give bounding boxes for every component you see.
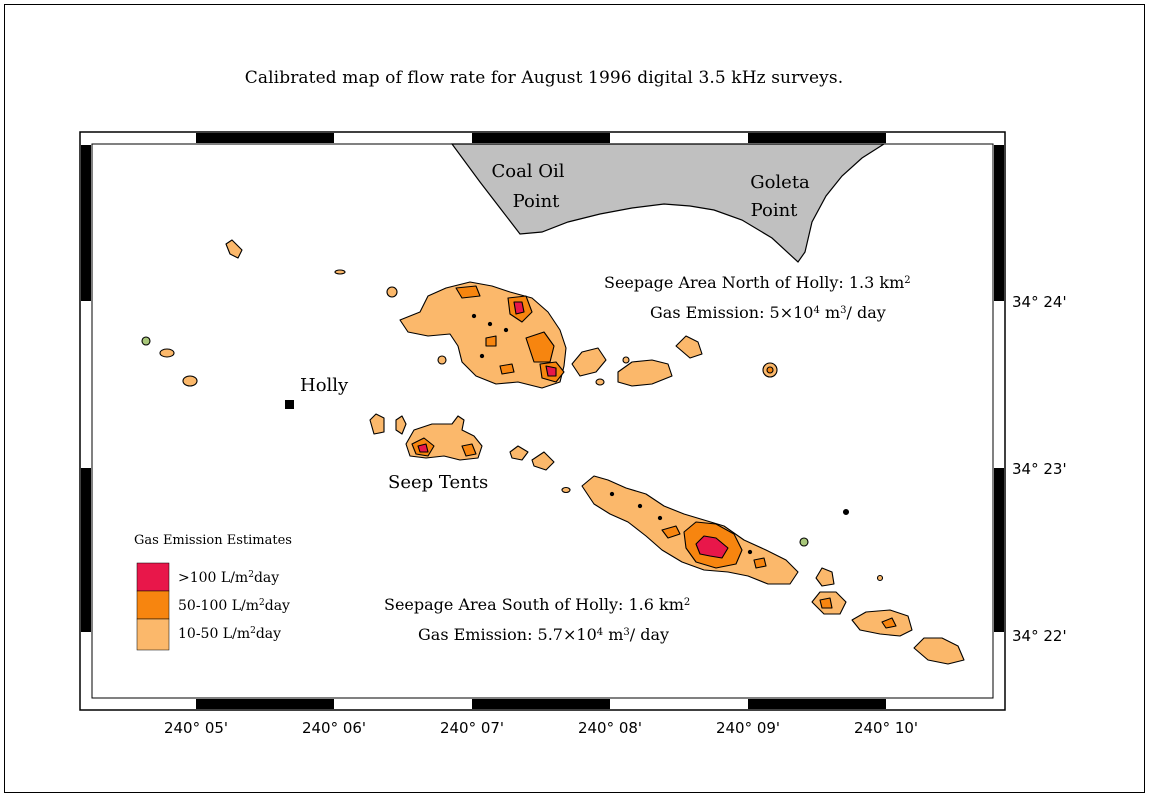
- y-tick-label: 34° 22': [1012, 627, 1067, 645]
- legend: Gas Emission Estimates >100 L/m2day 50-1…: [134, 533, 292, 651]
- north-emission-suffix: / day: [847, 303, 886, 322]
- coal-oil-point-label-line1: Coal Oil: [491, 161, 564, 182]
- holly-platform-marker: [285, 400, 294, 409]
- x-tick-label: 240° 08': [578, 719, 642, 737]
- top-scale-bar: [196, 133, 886, 143]
- legend-label-low: 10-50 L/m2day: [178, 626, 281, 642]
- north-emission-text: Gas Emission: 5×10: [650, 303, 813, 322]
- map-border: [79, 131, 1006, 711]
- figure-title: Calibrated map of flow rate for August 1…: [244, 68, 844, 88]
- north-seep-cluster: [141, 239, 778, 389]
- x-tick-label: 240° 10': [854, 719, 918, 737]
- north-area-exponent: 2: [904, 275, 910, 286]
- right-scale-bar: [994, 145, 1004, 632]
- south-emission-exp1: 4: [597, 627, 603, 638]
- goleta-point-label-line2: Point: [751, 200, 799, 221]
- legend-title: Gas Emission Estimates: [134, 533, 292, 548]
- figure-frame: [4, 4, 1145, 793]
- south-area-exponent: 2: [684, 597, 690, 608]
- south-seep-cluster: [581, 475, 965, 665]
- south-emission-suffix: / day: [630, 625, 669, 644]
- goleta-point-label-line1: Goleta: [750, 172, 810, 193]
- seep-tents-label: Seep Tents: [388, 472, 488, 493]
- south-area-text: Seepage Area South of Holly: 1.6 km: [384, 595, 684, 614]
- x-tick-label: 240° 05': [164, 719, 228, 737]
- seep-tents-cluster: [369, 413, 571, 494]
- coal-oil-point-label-line2: Point: [513, 191, 561, 212]
- legend-label-high: >100 L/m2day: [178, 570, 279, 586]
- south-emission-text: Gas Emission: 5.7×10: [418, 625, 597, 644]
- y-axis-ticks: 34° 24' 34° 23' 34° 22': [1012, 293, 1067, 645]
- north-emission-unit: m: [820, 303, 840, 322]
- legend-swatch-mid: [136, 590, 170, 620]
- legend-label-mid: 50-100 L/m2day: [178, 598, 290, 614]
- legend-swatch-low: [136, 618, 170, 651]
- left-scale-bar: [81, 145, 91, 632]
- x-tick-label: 240° 07': [440, 719, 504, 737]
- south-emission-unit: m: [603, 625, 623, 644]
- north-emission-exp1: 4: [813, 305, 819, 316]
- coastline-land: [450, 143, 887, 263]
- north-area-text: Seepage Area North of Holly: 1.3 km: [604, 273, 904, 292]
- south-emission-exp2: 3: [623, 627, 629, 638]
- north-emission-exp2: 3: [840, 305, 846, 316]
- holly-label: Holly: [300, 375, 349, 396]
- south-emission-label: Gas Emission: 5.7×104 m3/ day: [418, 625, 669, 644]
- north-emission-label: Gas Emission: 5×104 m3/ day: [650, 303, 886, 322]
- y-tick-label: 34° 24': [1012, 293, 1067, 311]
- legend-swatch-high: [136, 562, 170, 592]
- x-tick-label: 240° 06': [302, 719, 366, 737]
- bottom-scale-bar: [196, 699, 886, 709]
- north-area-label: Seepage Area North of Holly: 1.3 km2: [604, 273, 911, 292]
- south-area-label: Seepage Area South of Holly: 1.6 km2: [384, 595, 690, 614]
- x-axis-ticks: 240° 05' 240° 06' 240° 07' 240° 08' 240°…: [164, 719, 918, 737]
- y-tick-label: 34° 23': [1012, 460, 1067, 478]
- x-tick-label: 240° 09': [716, 719, 780, 737]
